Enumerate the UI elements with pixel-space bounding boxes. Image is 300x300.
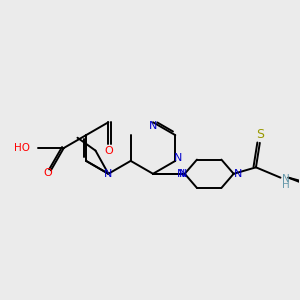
Text: S: S	[256, 128, 264, 141]
Text: N: N	[178, 169, 187, 179]
Text: N: N	[177, 169, 185, 179]
Text: O: O	[44, 168, 52, 178]
Text: O: O	[104, 146, 113, 156]
Text: N: N	[233, 169, 242, 179]
Text: H: H	[282, 180, 289, 190]
Text: HO: HO	[14, 143, 30, 153]
Text: N: N	[174, 153, 182, 163]
Text: N: N	[104, 169, 112, 179]
Text: N: N	[283, 174, 290, 184]
Text: N: N	[149, 121, 157, 131]
